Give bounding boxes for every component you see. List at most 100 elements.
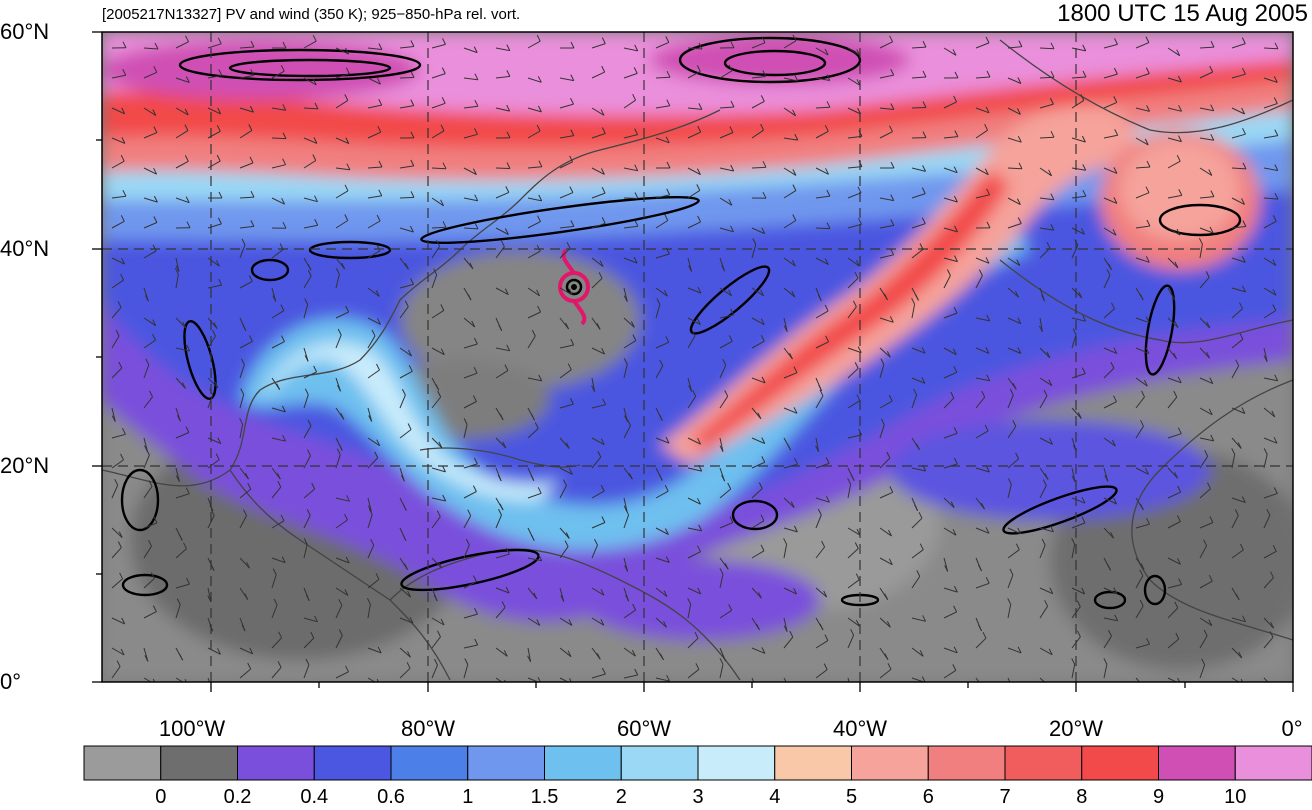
wind-barb [623,674,638,679]
wind-barb-flag [1113,497,1118,505]
wind-barb [815,497,830,503]
wind-barb [399,647,411,658]
wind-barb [495,287,509,296]
wind-barb [271,107,286,111]
wind-barb [143,486,153,499]
wind-barb-flag [849,686,852,692]
wind-barb [527,221,541,229]
wind-barb-flag [1145,67,1150,74]
wind-barb-flag [922,615,927,622]
colorbar-swatch [927,745,1006,781]
wind-barb [1263,677,1269,682]
wind-barb [943,167,958,174]
wind-barb [911,394,918,409]
wind-barb-flag [474,128,478,135]
lon-label-20w: 20°W [1048,716,1104,741]
wind-barb [687,497,701,505]
wind-barb [847,548,859,559]
wind-barb-flag [921,187,926,194]
wind-barb [1199,522,1214,529]
wind-barb [239,280,253,289]
wind-barb [815,587,828,598]
wind-barb [1007,287,1019,298]
wind-barb [655,220,669,229]
wind-barb-flag [186,221,191,228]
wind-barb-flag [911,297,916,305]
wind-barb-flag [1146,517,1150,525]
wind-barb [911,304,916,319]
wind-barb-flag [698,42,703,50]
wind-barb [591,544,598,559]
wind-barb [943,371,958,379]
wind-barb-flag [536,34,541,42]
wind-barb-flag [1114,38,1118,45]
wind-barb-flag [1112,228,1117,236]
wind-barb [463,613,478,619]
wind-barb [1199,664,1206,679]
wind-barb-flag [565,532,570,539]
wind-barb [207,130,221,139]
wind-barb-flag [1015,543,1020,550]
wind-barb [751,488,763,499]
wind-barb-flag [730,308,735,316]
wind-barb-flag [1274,129,1279,136]
wind-barb-flag [760,514,765,521]
wind-barb-flag [1274,192,1279,200]
wind-barb-flag [186,577,190,585]
wind-barb-flag [216,125,221,132]
wind-barb-flag [570,74,575,81]
wind-barb [1007,484,1012,499]
wind-barb-flag [1017,77,1022,84]
wind-barb [591,192,606,199]
wind-barb [463,257,474,270]
wind-barb-flag [473,337,478,345]
wind-barb-flag [440,199,445,207]
wind-barb [111,220,125,229]
wind-barb-flag [498,324,503,332]
wind-barb [687,189,701,199]
wind-barb-flag [625,594,630,602]
wind-barb [1103,617,1118,622]
wind-barb [1263,377,1278,382]
wind-barb-flag [249,105,254,113]
wind-barb [623,257,638,264]
wind-barb [1103,347,1118,355]
wind-barb [975,167,989,176]
wind-barb [303,224,318,229]
wind-barb-flag [597,450,602,458]
wind-barb-flag [505,186,510,193]
colorbar-tick-label: 1 [462,786,474,808]
wind-barb-flag [565,442,570,449]
wind-barb [623,340,637,349]
wind-barb [559,192,574,199]
wind-barb [463,197,478,202]
wind-barb [367,497,372,512]
wind-barb-flag [305,594,310,602]
wind-barb-flag [887,663,892,670]
wind-barb-flag [218,278,223,286]
wind-barb-flag [665,36,670,43]
wind-barb [687,221,701,229]
wind-barb-flag [789,630,794,638]
wind-barb-flag [1178,189,1183,196]
wind-barb-flag [1050,525,1054,533]
wind-barb [1135,523,1150,529]
wind-barb-flag [213,322,218,329]
wind-barb [1199,196,1214,199]
wind-barb [239,394,245,409]
wind-barb-flag [728,289,733,297]
wind-barb [303,515,311,529]
wind-barb [815,341,829,349]
wind-barb [399,196,415,199]
wind-barb [719,227,734,233]
wind-barb-flag [175,265,180,272]
wind-barb-flag [1239,332,1244,340]
wind-barb-flag [1113,197,1118,204]
gridlines [102,32,1293,682]
wind-barb [1007,527,1021,535]
colorbar-swatch [851,745,929,781]
wind-barb-flag [1208,619,1213,626]
wind-barb [239,225,254,229]
wind-barb-flag [152,333,156,341]
wind-barb [1007,604,1012,619]
